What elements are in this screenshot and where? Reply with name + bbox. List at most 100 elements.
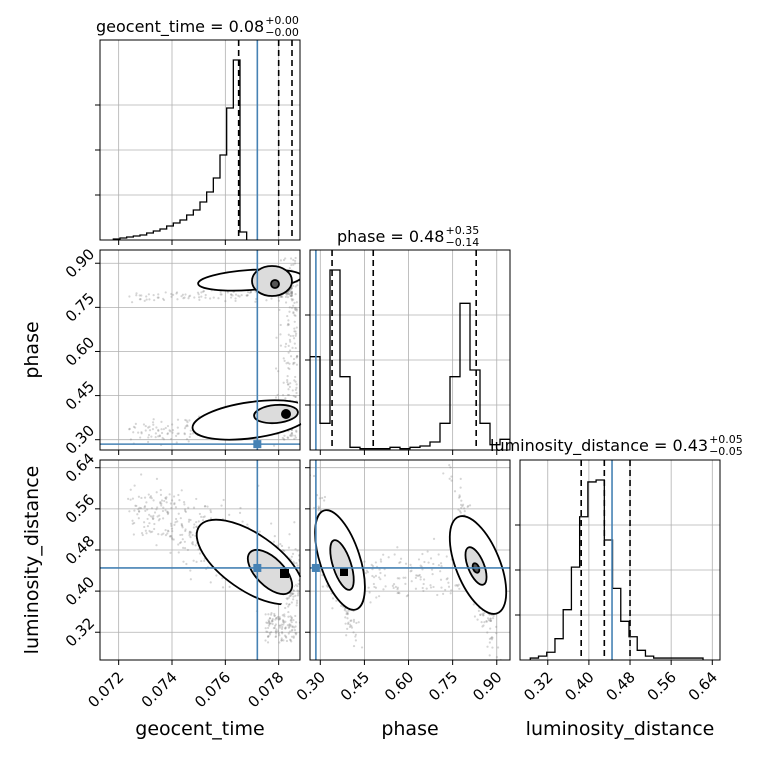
scatter-point [224,300,227,303]
scatter-point [416,574,419,577]
scatter-point [495,656,499,659]
scatter-point [155,508,158,511]
scatter-point [179,517,182,520]
scatter-point [153,511,157,514]
y-tick-label-phase: 0.45 [62,377,98,413]
scatter-point [294,388,297,391]
scatter-point [295,356,298,359]
scatter-point [296,585,299,588]
scatter-point [350,626,354,629]
scatter-point [489,617,492,620]
scatter-point [166,529,170,532]
scatter-point [317,509,320,512]
scatter-point [467,504,470,508]
scatter-point [143,506,146,509]
scatter-point [288,310,291,313]
scatter-point [282,620,285,623]
scatter-point [292,595,295,598]
x-tick-label-phase: 0.30 [293,668,329,704]
scatter-point [164,497,168,500]
scatter-point [166,512,170,516]
scatter-point [383,574,387,577]
scatter-point [177,493,180,497]
title-plus-luminosity_distance: +0.05 [709,433,743,446]
scatter-point [437,564,440,567]
scatter-point [160,502,163,505]
scatter-point [357,621,360,624]
scatter-point [491,636,494,639]
scatter-point [164,291,167,294]
scatter-point [155,426,158,429]
panel-frames [99,39,721,661]
scatter-point [348,625,352,629]
scatter-point [312,474,316,478]
scatter-point [294,625,297,628]
scatter-point [248,291,251,294]
scatter-point [373,585,376,589]
scatter-point [145,532,148,535]
scatter-point [172,293,175,296]
scatter-point [270,620,274,623]
scatter-point [134,504,137,507]
scatter-point [297,582,300,586]
scatter-point [279,259,283,262]
scatter-point [165,496,168,499]
scatter-point [184,425,187,428]
scatter-point [153,527,156,531]
scatter-point [426,550,429,553]
scatter-point [301,551,303,553]
scatter-point [288,292,292,296]
scatter-point [458,494,461,497]
contour-mid [246,548,294,596]
scatter-point [488,637,492,640]
scatter-point [162,506,165,509]
scatter-point [202,290,206,293]
x-tick-label-geocent_time: 0.072 [84,668,127,711]
scatter-point [128,295,131,298]
scatter-point [346,617,349,620]
scatter-point [287,388,290,391]
scatter-point [374,574,378,577]
scatter-point [295,632,298,635]
scatter-point [422,582,425,586]
scatter-point [245,294,248,297]
scatter-point [266,626,270,630]
scatter-point [404,582,407,585]
scatter-point [204,505,207,508]
title-minus-luminosity_distance: −0.05 [709,445,743,458]
scatter-point [166,424,170,428]
scatter-point [347,609,350,612]
scatter-point [294,308,297,311]
scatter-point [134,422,137,425]
scatter-point [290,290,293,293]
scatter-point [246,294,249,297]
scatter-point [158,514,161,517]
scatter-point [292,337,296,340]
scatter-point [468,504,472,507]
scatter-point [258,530,261,533]
scatter-point [325,584,328,587]
scatter-point [292,560,295,563]
scatter-point [150,497,153,500]
scatter-point [182,501,186,504]
scatter-point [283,615,286,618]
scatter-point [272,444,276,447]
scatter-point [415,574,418,577]
scatter-point [148,298,151,301]
scatter-point [219,293,222,296]
scatter-point [160,499,164,502]
scatter-point [192,506,196,509]
scatter-point [266,641,270,644]
scatter-point [273,624,277,628]
scatter-point [476,618,479,621]
scatter-point [151,421,155,424]
scatter-point [162,428,165,431]
scatter-point [277,296,280,299]
scatter-point [292,361,295,365]
scatter-point [440,565,443,568]
scatter-point [363,560,366,563]
scatter-point [147,493,150,496]
scatter-point [286,314,289,318]
scatter-point [285,597,289,600]
scatter-point [234,299,237,303]
